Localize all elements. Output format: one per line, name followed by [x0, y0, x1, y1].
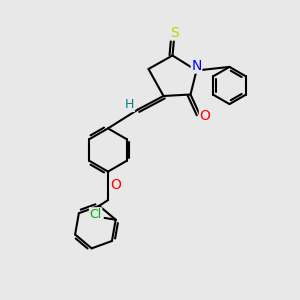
Text: O: O [200, 109, 210, 122]
Text: O: O [110, 178, 121, 192]
Text: Cl: Cl [89, 208, 102, 221]
Text: S: S [170, 26, 179, 40]
Text: H: H [125, 98, 134, 112]
Text: N: N [191, 59, 202, 73]
